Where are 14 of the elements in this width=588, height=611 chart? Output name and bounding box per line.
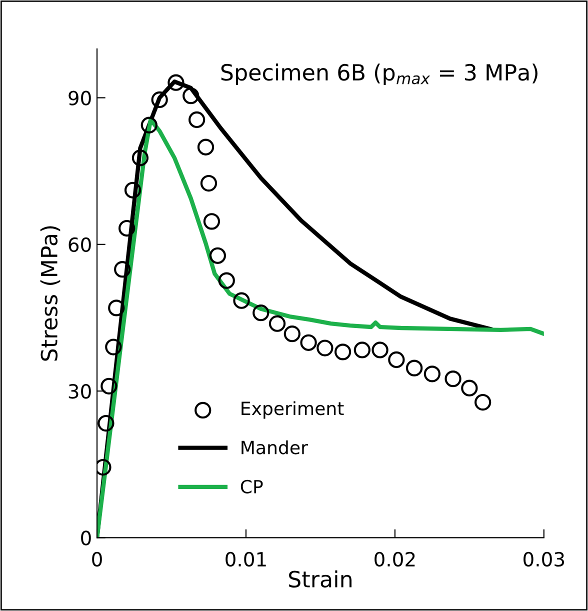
x-tick-label: 0.03 <box>524 552 564 567</box>
text: Specimen 6B (p$_{max}$ = 3 MPa) <box>221 64 538 86</box>
legend-label: CP <box>240 480 263 494</box>
legend-label: Experiment <box>242 401 344 419</box>
x-tick-label: 0.01 <box>226 552 266 567</box>
x-axis-title: Strain <box>289 570 352 588</box>
legend-label: Mander <box>242 440 308 454</box>
x-tick-label: 0.02 <box>374 552 415 567</box>
y-tick-label: 30 <box>68 384 91 399</box>
y-axis-title: Stress (MPa) <box>40 226 60 361</box>
y-tick-label: 0 <box>81 530 91 546</box>
y-tick-label: 60 <box>68 237 91 252</box>
y-tick-label: 90 <box>68 90 91 106</box>
x-tick-label: 0 <box>92 552 102 567</box>
